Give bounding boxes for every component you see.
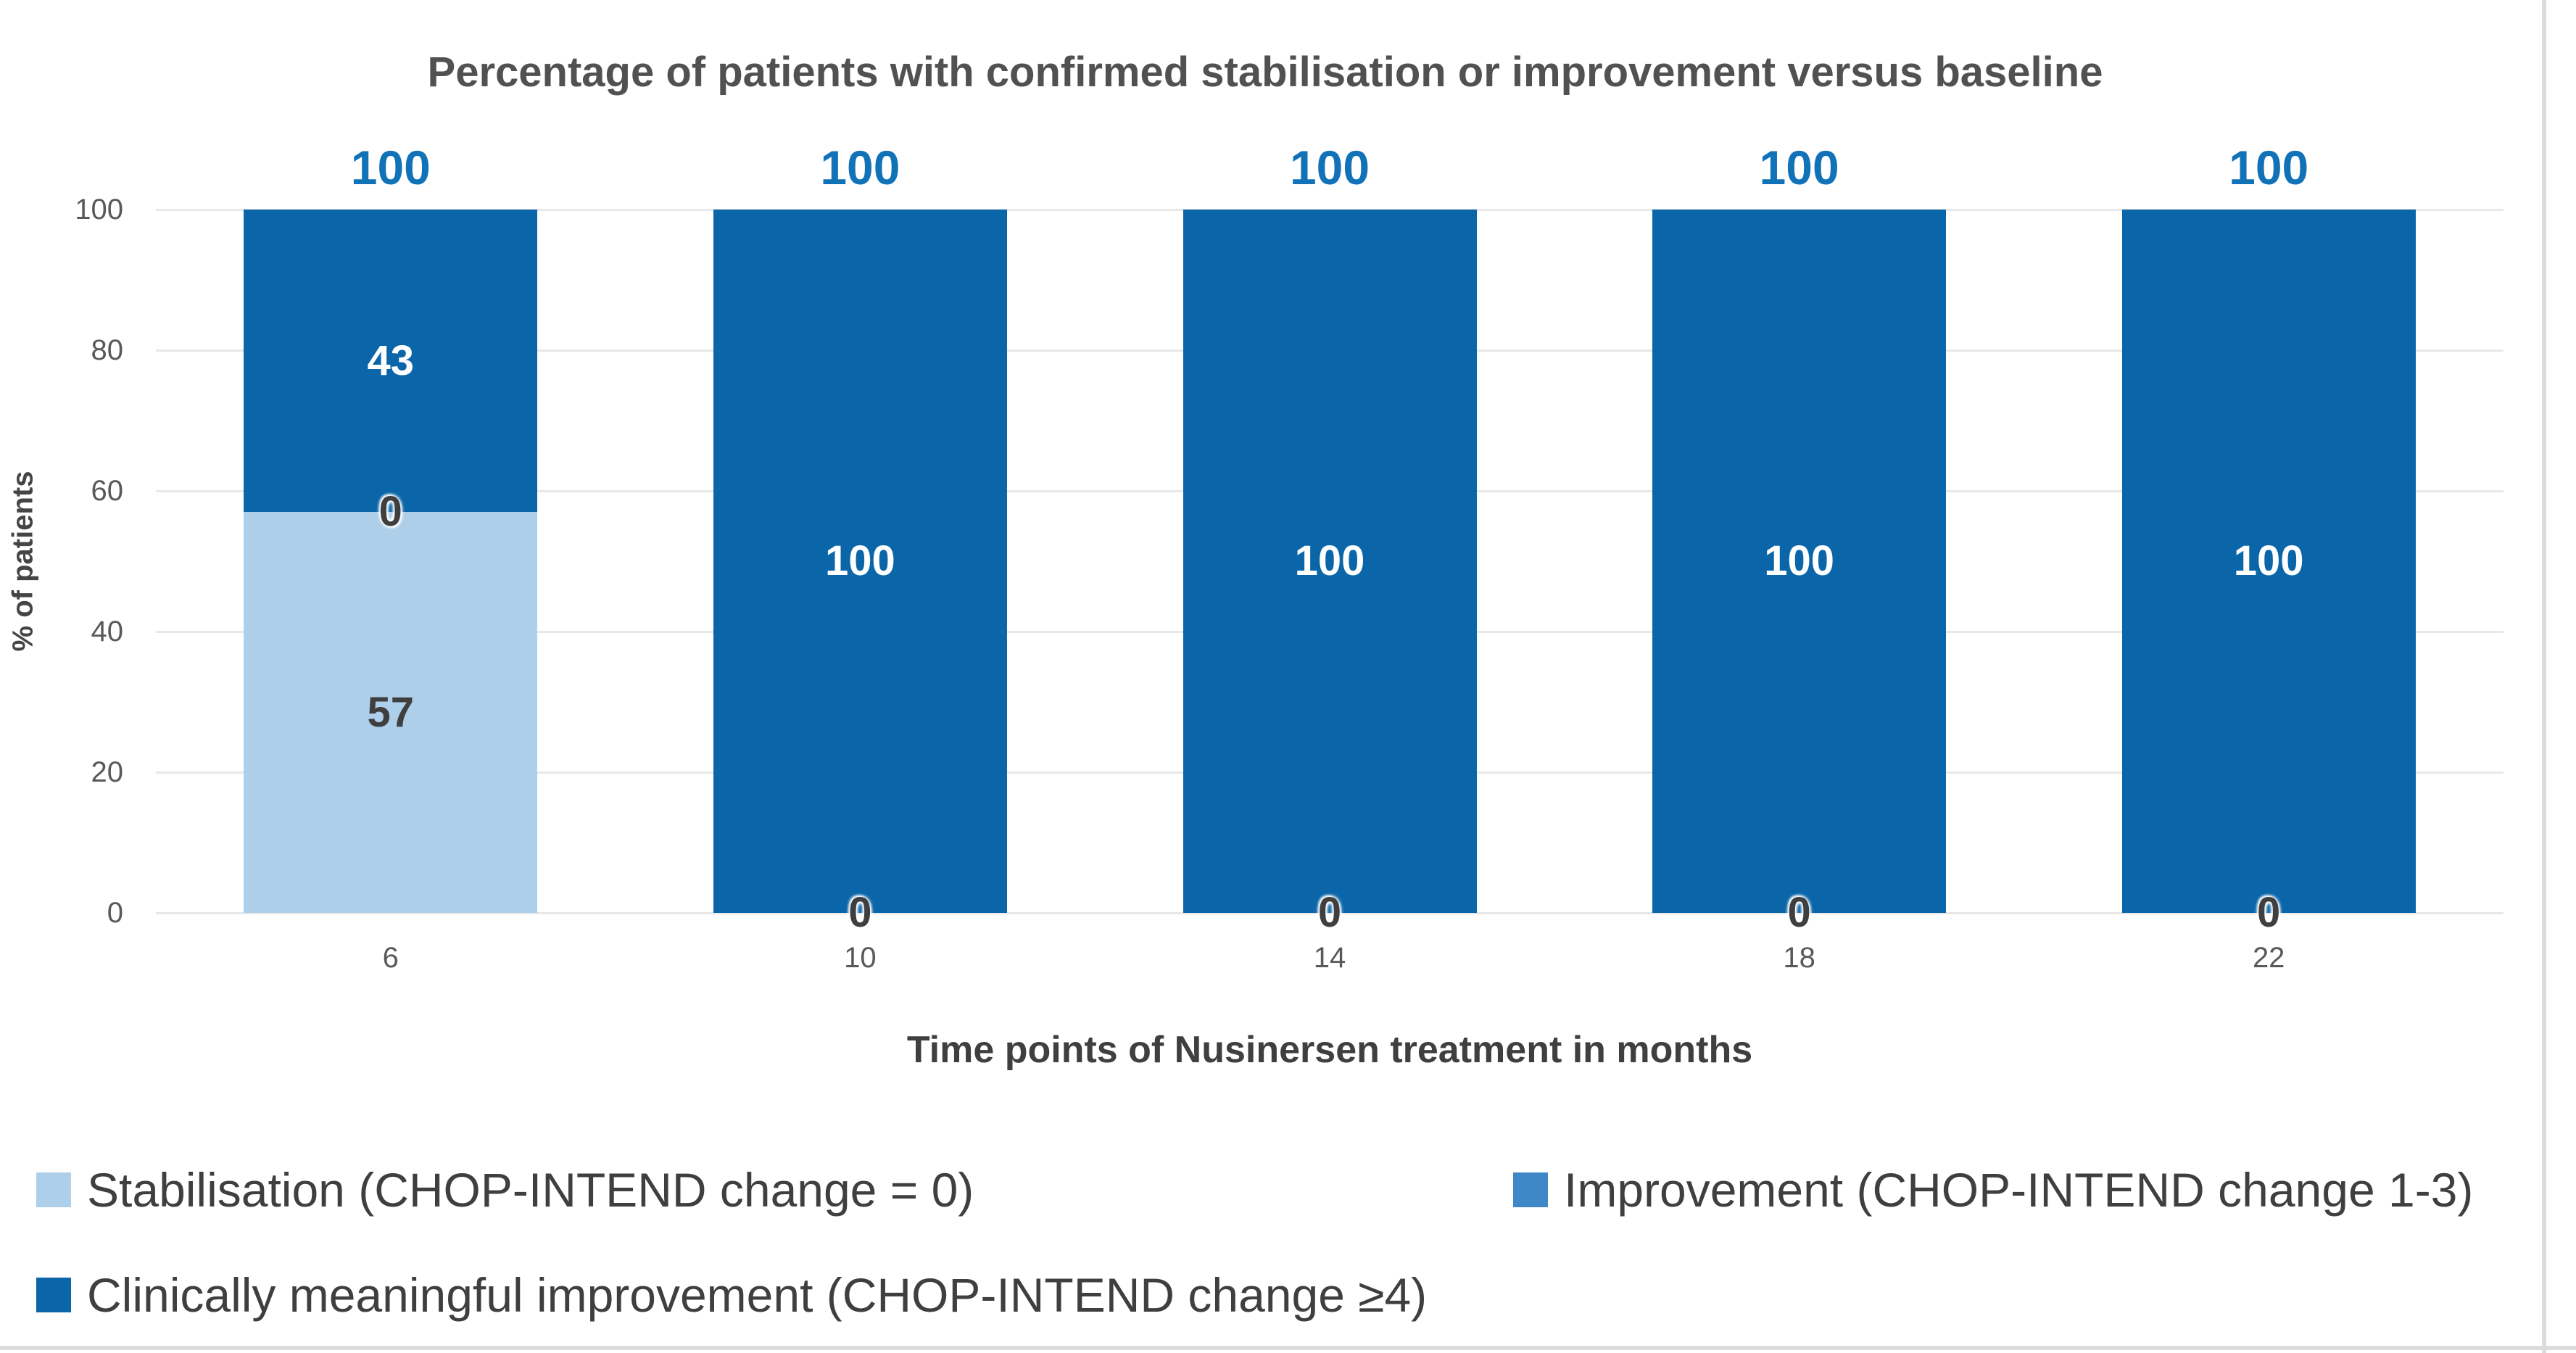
y-tick-label: 60: [91, 475, 124, 507]
x-tick-label: 18: [1783, 942, 1815, 974]
legend-item: Stabilisation (CHOP-INTEND change = 0): [36, 1154, 974, 1226]
bar-value-label: 0: [1317, 889, 1342, 936]
bar-22-months: 0 100 100: [2121, 142, 2416, 936]
bar-total-label: 100: [350, 141, 431, 194]
chart-title: Percentage of patients with confirmed st…: [427, 49, 2103, 96]
bar-value-label: 0: [1787, 889, 1811, 936]
x-tick-label: 14: [1313, 942, 1346, 974]
legend-swatch: [36, 1278, 71, 1312]
x-axis-title: Time points of Nusinersen treatment in m…: [906, 1029, 1753, 1071]
bar-segment: [244, 512, 538, 913]
page-edge-line: [2542, 0, 2546, 1353]
x-tick-label: 22: [2252, 942, 2285, 974]
bar-segment: [713, 210, 1007, 913]
bar-10-months: 0 100 100: [713, 142, 1007, 936]
bar-total-label: 100: [820, 141, 900, 194]
y-tick-label: 20: [91, 756, 124, 788]
bar-segment: [2121, 210, 2416, 913]
legend-label: Improvement (CHOP-INTEND change 1-3): [1564, 1163, 2474, 1217]
bar-value-label: 100: [825, 537, 895, 584]
legend-label: Stabilisation (CHOP-INTEND change = 0): [87, 1163, 974, 1217]
plot-area: 57 0 43 100 0 100 100 0 100 100 0 100 100 0 100 100: [156, 142, 2503, 936]
x-tick-label: 6: [382, 942, 399, 974]
legend-item: Improvement (CHOP-INTEND change 1-3): [1513, 1154, 2473, 1226]
bar-value-label: 57: [367, 688, 415, 736]
bar-value-label: 0: [2257, 889, 2281, 936]
bar-value-label: 0: [848, 889, 872, 936]
bar-segment: [1183, 210, 1477, 913]
bar-total-label: 100: [2229, 141, 2309, 194]
bar-14-months: 0 100 100: [1183, 142, 1477, 936]
bar-value-label: 0: [378, 488, 402, 535]
bar-value-label: 100: [1764, 537, 1834, 584]
gridline: [156, 912, 2503, 914]
bar-total-label: 100: [1289, 141, 1370, 194]
legend-row: Stabilisation (CHOP-INTEND change = 0) Im…: [0, 1154, 2576, 1226]
legend-swatch: [36, 1172, 71, 1207]
x-tick-label: 10: [844, 942, 877, 974]
legend-label: Clinically meaningful improvement (CHOP-…: [87, 1268, 1428, 1322]
bar-value-label: 43: [367, 336, 415, 384]
bar-segment: [244, 210, 538, 513]
legend-swatch: [1513, 1172, 1548, 1207]
bar-segment: [1652, 210, 1947, 913]
y-tick-label: 80: [91, 334, 124, 366]
y-tick-label: 0: [107, 897, 123, 929]
bar-6-months: 57 0 43 100: [244, 142, 538, 913]
bar-value-label: 100: [1294, 537, 1365, 584]
bar-total-label: 100: [1759, 141, 1839, 194]
y-tick-label: 40: [91, 616, 124, 647]
legend-item: Clinically meaningful improvement (CHOP-…: [36, 1259, 1427, 1331]
bar-value-label: 100: [2233, 537, 2304, 584]
bar-18-months: 0 100 100: [1652, 142, 1947, 936]
y-tick-label: 100: [75, 194, 123, 226]
page-edge-line: [0, 1346, 2576, 1350]
legend-row: Clinically meaningful improvement (CHOP-…: [0, 1259, 2576, 1331]
